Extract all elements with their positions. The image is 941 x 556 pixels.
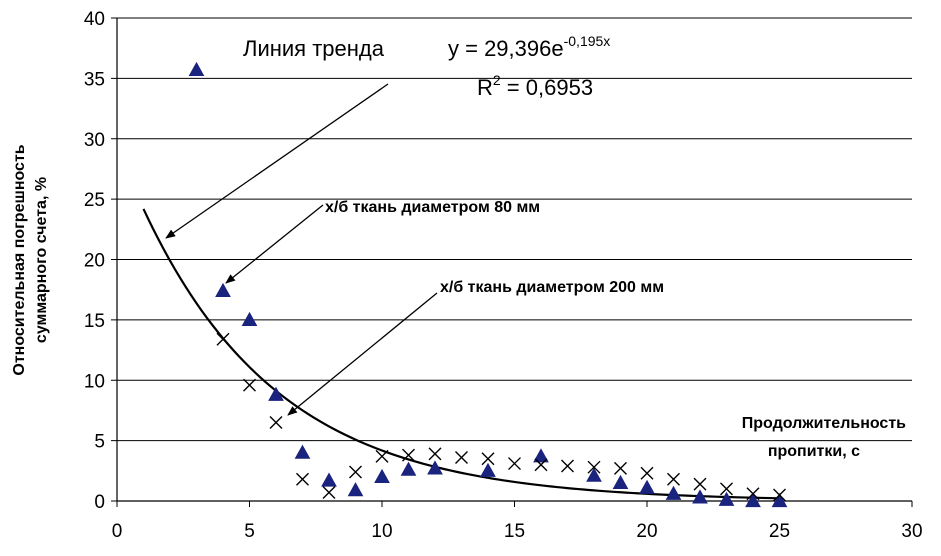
trend-equation-exponent: -0,195x	[564, 33, 611, 49]
r-squared-base: R	[477, 75, 493, 100]
y-tick-label: 20	[84, 251, 105, 272]
y-tick-label: 10	[84, 371, 105, 392]
triangle-point	[268, 386, 284, 401]
cross-point	[216, 332, 230, 346]
cross-point	[322, 486, 336, 500]
triangle-point	[612, 474, 629, 489]
x-tick-label: 25	[769, 521, 790, 542]
cross-point	[773, 488, 786, 502]
y-tick-label: 5	[94, 432, 105, 453]
cross-point	[508, 457, 521, 471]
x-axis-label-line2: пропитки, с	[768, 443, 860, 460]
cross-point	[587, 460, 601, 474]
triangle-point	[745, 492, 761, 508]
triangle-point	[639, 479, 655, 494]
r-squared: R2 = 0,6953	[477, 72, 593, 100]
cross-point	[243, 378, 256, 392]
triangle-point	[347, 482, 364, 497]
cross-point	[746, 487, 760, 501]
x-axis-label-line1: Продолжительность	[742, 415, 906, 432]
trend-equation: y = 29,396e-0,195x	[448, 33, 610, 61]
trendline	[142, 208, 780, 500]
y-tick-label: 35	[84, 69, 105, 90]
cross-point	[455, 451, 468, 465]
cross-point	[375, 449, 389, 463]
x-tick-label: 10	[371, 521, 392, 542]
triangle-point	[771, 492, 788, 508]
label-fabric80: х/б ткань диаметром 80 мм	[325, 199, 540, 216]
triangle-point	[586, 467, 602, 482]
x-tick-label: 0	[112, 521, 123, 542]
triangle-point	[188, 61, 205, 77]
triangle-point	[294, 444, 311, 459]
triangle-point	[533, 448, 549, 463]
r-squared-sup: 2	[493, 72, 501, 88]
r-squared-value: = 0,6953	[501, 75, 593, 100]
y-axis-label-line1: Относительная погрешность	[11, 144, 28, 375]
y-ticks: 0 5 10 15 20 25 30 35 40	[84, 9, 117, 513]
cross-point	[693, 477, 707, 491]
arrow-fabric200	[287, 292, 438, 416]
y-tick-label: 25	[84, 190, 105, 211]
y-tick-label: 40	[84, 9, 105, 30]
trend-equation-base: y = 29,396e	[448, 36, 564, 61]
y-axis-label-line2: суммарного счета, %	[33, 177, 50, 343]
y-tick-label: 0	[94, 492, 105, 513]
y-tick-label: 30	[84, 130, 105, 151]
cross-point	[402, 448, 415, 462]
arrow-trend	[165, 83, 389, 239]
cross-point	[534, 458, 548, 472]
annotation-arrows	[165, 83, 438, 416]
triangle-point	[480, 462, 496, 477]
series-crosses	[216, 332, 786, 502]
trend-label: Линия тренда	[243, 36, 385, 61]
triangle-point	[241, 311, 258, 326]
triangle-point	[665, 485, 682, 500]
cross-point	[614, 461, 627, 475]
triangle-point	[718, 491, 735, 506]
triangle-point	[400, 461, 417, 476]
cross-point	[428, 447, 442, 461]
cross-point	[349, 465, 362, 479]
x-ticks: 0 5 10 15 20 25 30	[112, 501, 923, 542]
label-fabric200: х/б ткань диаметром 200 мм	[440, 279, 664, 296]
cross-point	[269, 416, 283, 430]
cross-point	[561, 459, 574, 473]
y-axis-label: Относительная погрешность суммарного сче…	[11, 144, 50, 375]
series-triangles	[188, 61, 788, 508]
arrow-fabric80	[225, 204, 324, 284]
triangle-point	[427, 460, 443, 475]
cross-point	[720, 482, 733, 496]
x-tick-label: 20	[636, 521, 657, 542]
cross-point	[481, 452, 495, 466]
x-tick-label: 15	[504, 521, 525, 542]
cross-point	[667, 472, 680, 486]
triangle-point	[692, 489, 708, 504]
triangle-point	[321, 472, 337, 487]
triangle-point	[374, 468, 390, 483]
cross-point	[640, 466, 654, 480]
x-tick-label: 5	[244, 521, 255, 542]
y-tick-label: 15	[84, 311, 105, 332]
cross-point	[296, 472, 309, 486]
triangle-point	[215, 282, 231, 297]
x-tick-label: 30	[901, 521, 922, 542]
